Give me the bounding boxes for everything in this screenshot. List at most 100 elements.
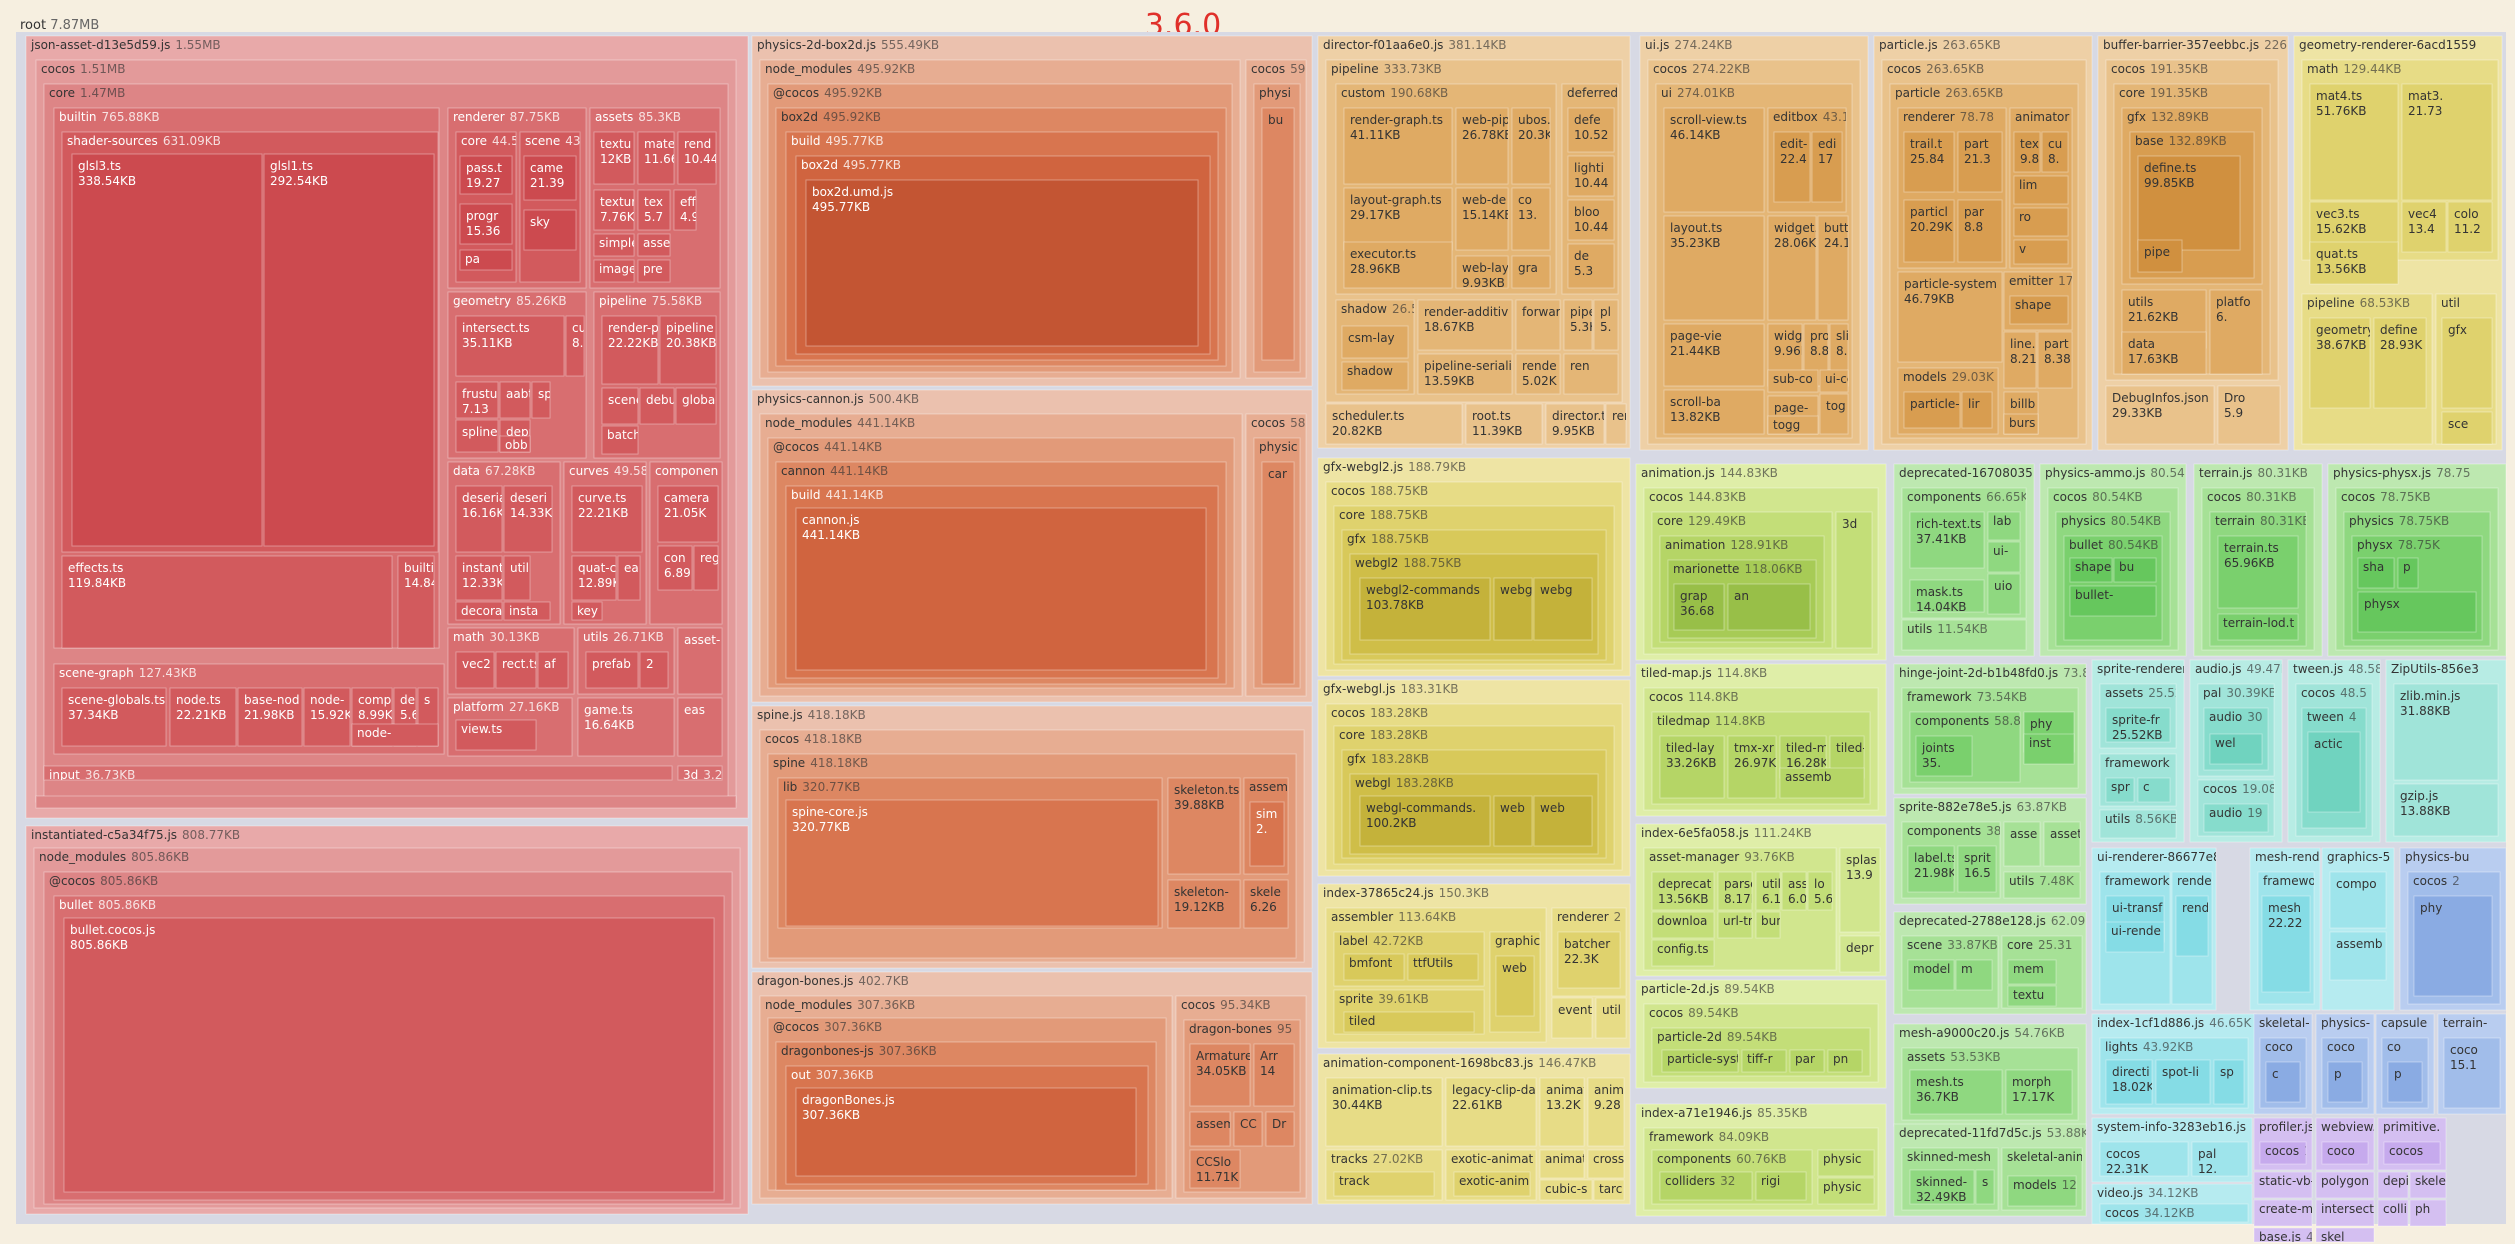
treemap-cell-n23d[interactable]	[2217, 613, 2299, 641]
treemap-rect[interactable]	[2393, 783, 2499, 837]
treemap-rect[interactable]	[1359, 577, 1491, 641]
treemap-cell-n51[interactable]	[2409, 1171, 2447, 1199]
treemap-cell-n8b11[interactable]	[1767, 369, 1819, 393]
treemap-rect[interactable]	[531, 381, 551, 419]
treemap-cell-n15i[interactable]	[1539, 1179, 1593, 1201]
treemap-rect[interactable]	[601, 387, 639, 425]
treemap-cell-n33b[interactable]	[2393, 783, 2499, 837]
treemap-rect[interactable]	[2105, 707, 2171, 743]
treemap-rect[interactable]	[639, 651, 669, 689]
treemap-rect[interactable]	[2013, 239, 2069, 265]
treemap-cell-n7o[interactable]	[1605, 403, 1627, 445]
treemap-rect[interactable]	[1587, 1149, 1625, 1179]
treemap-cell-n10h[interactable]	[2209, 289, 2263, 375]
treemap-rect[interactable]	[2393, 683, 2499, 781]
treemap-cell-b5b[interactable]	[659, 315, 717, 385]
treemap-cell-b3a[interactable]	[593, 131, 635, 185]
treemap-rect[interactable]	[1755, 871, 1781, 911]
treemap-cell-n37b[interactable]	[2413, 895, 2493, 997]
treemap-rect[interactable]	[593, 259, 635, 283]
treemap-rect[interactable]	[1167, 879, 1241, 929]
treemap-cell-n31e[interactable]	[2203, 803, 2269, 833]
treemap-rect[interactable]	[2105, 777, 2135, 803]
treemap-cell-b3g[interactable]	[593, 233, 635, 257]
treemap-rect[interactable]	[503, 485, 553, 553]
treemap-rect[interactable]	[2261, 895, 2311, 993]
treemap-cell-n18a6[interactable]	[1651, 911, 1715, 939]
treemap-cell-n43a[interactable]	[2099, 1141, 2189, 1177]
treemap-rect[interactable]	[639, 387, 675, 425]
treemap-cell-n29c[interactable]	[1975, 1169, 1995, 1205]
treemap-rect[interactable]	[2175, 895, 2209, 957]
treemap-cell-b3e[interactable]	[637, 189, 671, 231]
treemap-cell-b1c[interactable]	[397, 555, 435, 649]
treemap-cell-n26c[interactable]	[1957, 845, 1997, 893]
treemap-cell-n7l[interactable]	[1325, 403, 1463, 445]
treemap-rect[interactable]	[1819, 369, 1849, 393]
treemap-rect[interactable]	[2327, 1061, 2363, 1103]
treemap-cell-n28b[interactable]	[1909, 1069, 2003, 1115]
treemap-rect[interactable]	[1987, 541, 2021, 573]
treemap-rect[interactable]	[1545, 403, 1605, 445]
treemap-cell-n8b12[interactable]	[1819, 369, 1849, 393]
treemap-cell-n18a4[interactable]	[1781, 871, 1807, 911]
treemap-rect[interactable]	[1987, 573, 2021, 615]
treemap-cell-b1b[interactable]	[61, 555, 393, 649]
treemap-rect[interactable]	[1539, 1179, 1593, 1201]
treemap-rect[interactable]	[1593, 1179, 1625, 1201]
treemap-rect[interactable]	[2413, 895, 2493, 997]
treemap-cell-n7c4[interactable]	[1567, 243, 1615, 289]
treemap-rect[interactable]	[1957, 131, 2003, 193]
treemap-rect[interactable]	[1975, 1169, 1995, 1205]
treemap-cell-b4e[interactable]	[531, 381, 551, 419]
treemap-cell-b2a1[interactable]	[459, 155, 513, 195]
treemap-cell-n8b4[interactable]	[1767, 215, 1817, 321]
treemap-cell-n5h[interactable]	[1167, 879, 1241, 929]
treemap-rect[interactable]	[2377, 1199, 2409, 1227]
treemap-rect[interactable]	[1587, 1077, 1625, 1147]
treemap-cell-n15g[interactable]	[1539, 1149, 1585, 1179]
treemap-cell-n9b1d[interactable]	[1957, 199, 2003, 263]
treemap-rect[interactable]	[1341, 325, 1409, 359]
treemap-rect[interactable]	[1343, 187, 1453, 251]
treemap-rect[interactable]	[601, 425, 639, 455]
treemap-rect[interactable]	[795, 1087, 1137, 1177]
treemap-cell-n36a[interactable]	[2329, 871, 2387, 929]
treemap-rect[interactable]	[1673, 583, 1725, 631]
treemap-cell-n6k[interactable]	[1233, 1111, 1263, 1147]
treemap-cell-n38c[interactable]	[2155, 1059, 2211, 1105]
treemap-cell-n24e[interactable]	[2397, 557, 2419, 589]
treemap-cell-b2b1[interactable]	[523, 155, 577, 201]
treemap-cell-n46a[interactable]	[2321, 1141, 2369, 1165]
treemap-rect[interactable]	[1663, 215, 1765, 321]
treemap-cell-n21e[interactable]	[1909, 579, 1985, 613]
treemap-cell-n14d[interactable]	[1595, 997, 1627, 1039]
treemap-cell-n6i[interactable]	[1253, 1043, 1295, 1107]
treemap-rect[interactable]	[1325, 403, 1463, 445]
treemap-rect[interactable]	[1817, 1149, 1875, 1177]
treemap-rect[interactable]	[2309, 83, 2399, 201]
treemap-rect[interactable]	[523, 209, 577, 251]
treemap-rect[interactable]	[1827, 1049, 1863, 1073]
treemap-rect[interactable]	[1661, 1049, 1739, 1073]
treemap-rect[interactable]	[1767, 215, 1817, 321]
treemap-cell-b3c[interactable]	[677, 131, 717, 185]
treemap-cell-n14a1b[interactable]	[1407, 953, 1479, 981]
treemap-cell-n9b4a[interactable]	[2009, 295, 2069, 325]
treemap-cell-n32c[interactable]	[2307, 731, 2361, 813]
treemap-cell-n9b2e[interactable]	[2013, 239, 2069, 265]
treemap-rect[interactable]	[2155, 1059, 2211, 1105]
treemap-rect[interactable]	[571, 485, 643, 553]
treemap-cell-b8a[interactable]	[657, 485, 719, 543]
treemap-cell-n29b[interactable]	[1909, 1169, 1975, 1205]
treemap-rect[interactable]	[693, 545, 719, 591]
treemap-rect[interactable]	[1567, 199, 1615, 241]
treemap-rect[interactable]	[1651, 939, 1715, 967]
treemap-cell-n29e[interactable]	[2007, 1175, 2077, 1207]
treemap-rect[interactable]	[1773, 131, 1811, 203]
treemap-rect[interactable]	[499, 435, 531, 453]
treemap-cell-n16g[interactable]	[1835, 511, 1873, 649]
treemap-cell-n27e[interactable]	[2007, 959, 2057, 985]
treemap-cell-n7b9[interactable]	[1511, 255, 1551, 289]
treemap-cell-b6c[interactable]	[455, 555, 503, 601]
